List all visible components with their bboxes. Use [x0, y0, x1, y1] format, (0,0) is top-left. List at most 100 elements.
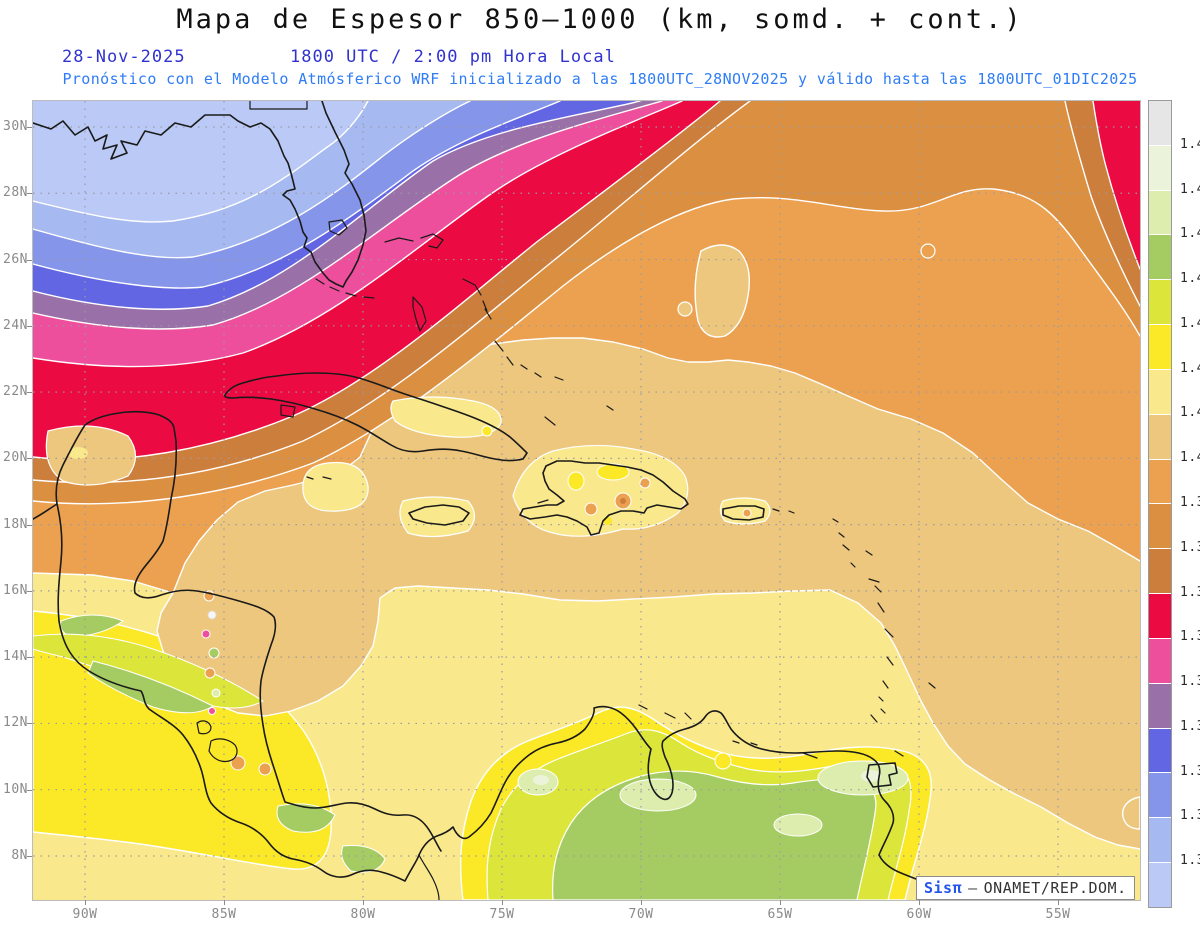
colorbar-segment-1	[1149, 145, 1171, 191]
lat-label-28N: 28N	[3, 185, 28, 201]
colorbar-tick-1.356: 1.356	[1180, 808, 1200, 824]
volcano-spot	[207, 610, 217, 620]
lat-label-14N: 14N	[3, 649, 28, 665]
contour-line	[33, 101, 683, 368]
lon-label-60W: 60W	[906, 907, 932, 922]
page-title: Mapa de Espesor 850–1000 (km, somd. + co…	[176, 4, 1024, 35]
lesser-antilles	[772, 508, 936, 757]
colorbar-tick-1.35: 1.35	[1180, 853, 1200, 869]
colorbar-segment-6	[1149, 369, 1171, 415]
lat-tick	[27, 458, 32, 460]
lat-label-30N: 30N	[3, 119, 28, 134]
spot-yellow	[714, 752, 732, 770]
lat-tick	[27, 789, 32, 791]
lon-label-55W: 55W	[1045, 907, 1071, 922]
volcano-spot	[201, 629, 211, 639]
lat-tick	[27, 127, 32, 128]
contour-line	[1092, 101, 1140, 270]
contour-line	[33, 101, 369, 223]
forecast-date: 28-Nov-2025	[62, 47, 186, 67]
patch-paleyellow-hispaniola	[512, 444, 689, 537]
lat-tick	[27, 855, 32, 857]
contour-line	[33, 101, 641, 310]
colorbar-segment-7	[1149, 414, 1171, 460]
lat-tick	[27, 590, 32, 592]
lon-tick	[363, 900, 364, 905]
coastlines	[33, 101, 968, 900]
colorbar-tick-1.374: 1.374	[1180, 674, 1200, 690]
lon-tick	[85, 900, 86, 905]
patch-yellow-dot	[481, 425, 493, 437]
abc-islands	[638, 704, 818, 759]
volcano-spot	[211, 688, 221, 698]
cayman-islands	[306, 476, 332, 480]
colorbar-segment-10	[1149, 549, 1171, 595]
colorbar-tick-1.38: 1.38	[1180, 629, 1200, 645]
colorbar-tick-1.398: 1.398	[1180, 495, 1200, 510]
colorbar-tick-1.434: 1.434	[1180, 226, 1200, 242]
florida-keys	[315, 278, 375, 299]
forecast-time: 1800 UTC / 2:00 pm Hora Local	[290, 47, 616, 67]
lat-label-26N: 26N	[3, 251, 28, 267]
patch-orange-hisp	[584, 502, 598, 516]
patch-orange-pr	[742, 508, 752, 518]
gridlines	[33, 101, 1140, 900]
lon-label-70W: 70W	[628, 907, 654, 922]
band-crimson-ne	[1093, 101, 1140, 269]
colorbar-tick-1.392: 1.392	[1180, 539, 1200, 555]
contour-line	[1064, 101, 1140, 307]
volcano-spot	[208, 707, 216, 715]
colorbar-segment-9	[1149, 504, 1171, 550]
watermark: Sisπ – ONAMET/REP.DOM.	[916, 876, 1135, 900]
lat-label-20N: 20N	[3, 450, 28, 466]
lon-tick	[502, 900, 503, 905]
colorbar-tick-1.41: 1.41	[1180, 405, 1200, 421]
model-init-line: Pronóstico con el Modelo Atmósferico WRF…	[62, 70, 1138, 88]
coast-south-america	[418, 705, 968, 900]
patch-tan-dot	[677, 301, 693, 317]
lon-label-80W: 80W	[350, 907, 376, 922]
band-tan	[157, 338, 1140, 849]
colorbar-tick-1.368: 1.368	[1180, 718, 1200, 734]
lat-tick	[27, 193, 32, 195]
patch-orange-nicaragua	[258, 762, 272, 776]
lat-label-16N: 16N	[3, 582, 28, 598]
contour-line	[33, 101, 663, 330]
watermark-dash: –	[968, 879, 978, 897]
isle-of-youth	[280, 404, 296, 418]
colorbar-segment-16	[1149, 818, 1171, 864]
lon-tick	[1058, 900, 1059, 905]
spot-whitegreen	[533, 775, 549, 785]
spot-whitegreen	[861, 770, 881, 782]
colorbar-segment-2	[1149, 190, 1171, 236]
lon-label-90W: 90W	[72, 907, 98, 922]
coast-jamaica	[408, 504, 470, 526]
colorbar-tick-1.44: 1.44	[1180, 181, 1200, 197]
lat-tick	[27, 723, 32, 725]
stripe-green-coast	[87, 660, 215, 714]
stripe-green-guate	[60, 614, 125, 638]
colorbar	[1148, 100, 1172, 908]
colorbar-tick-1.422: 1.422	[1180, 315, 1200, 331]
lon-tick	[641, 900, 642, 905]
colorbar-segment-5	[1149, 325, 1171, 370]
contour-line	[33, 101, 471, 259]
stripe-yellowgreen-coast	[33, 633, 264, 709]
coast-colombia-pacific	[418, 854, 440, 900]
coast-yucatan-centam-caribbean	[33, 410, 442, 852]
lon-label-85W: 85W	[211, 907, 237, 922]
coast-puerto-rico	[722, 505, 765, 521]
lat-label-22N: 22N	[3, 384, 28, 400]
colorbar-tick-1.386: 1.386	[1180, 584, 1200, 600]
patch-yellow-hisp	[567, 471, 585, 491]
colorbar-segment-14	[1149, 728, 1171, 774]
gonave-island	[537, 499, 549, 504]
colorbar-segment-3	[1149, 235, 1171, 281]
border-fl-ga	[249, 101, 308, 110]
lon-label-75W: 75W	[489, 907, 515, 922]
patch-orange-dot	[920, 243, 936, 259]
contour-line	[33, 101, 561, 289]
watermark-brand: Sisπ	[924, 879, 963, 897]
bahamas-islands	[384, 233, 614, 426]
lake-okeechobee	[328, 219, 348, 236]
